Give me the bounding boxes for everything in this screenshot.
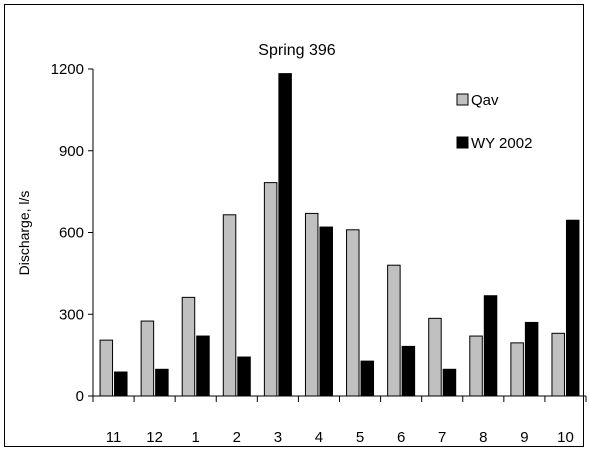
legend-label-1: Qav	[471, 92, 499, 109]
bar-wy-2002-8	[483, 295, 498, 397]
x-tick-label-2: 2	[233, 429, 241, 446]
bar-qav-2	[222, 214, 237, 397]
bar-wy-2002-11	[114, 371, 128, 397]
bar-wy-2002-7	[442, 368, 457, 397]
legend-label-2: WY 2002	[471, 135, 532, 152]
bar-qav-7	[428, 317, 442, 397]
y-tick-label-300: 300	[59, 306, 84, 323]
y-tick-label-600: 600	[59, 225, 84, 242]
x-tick-label-12: 12	[146, 429, 163, 446]
bar-wy-2002-10	[565, 219, 580, 397]
bar-wy-2002-3	[278, 73, 292, 397]
x-tick-label-4: 4	[315, 429, 323, 446]
x-tick-label-6: 6	[397, 429, 405, 446]
bars-group	[99, 73, 580, 397]
x-tick-label-5: 5	[356, 429, 364, 446]
bar-wy-2002-4	[319, 226, 333, 397]
y-tick-label-1200: 1200	[51, 61, 84, 78]
legend: Qav WY 2002	[456, 92, 532, 152]
bar-wy-2002-12	[155, 368, 169, 397]
bar-wy-2002-2	[237, 356, 251, 397]
x-tick-label-8: 8	[479, 429, 487, 446]
y-tick-label-900: 900	[59, 143, 84, 160]
bar-qav-5	[346, 229, 360, 397]
bar-qav-4	[304, 212, 319, 397]
bar-qav-3	[263, 182, 278, 397]
x-tick-label-9: 9	[520, 429, 528, 446]
x-tick-label-10: 10	[557, 429, 574, 446]
bar-qav-1	[181, 296, 196, 397]
y-tick-label-0: 0	[76, 388, 84, 405]
bar-qav-10	[551, 332, 565, 397]
bar-wy-2002-6	[401, 345, 416, 397]
x-tick-label-1: 1	[192, 429, 200, 446]
x-tick-label-11: 11	[106, 429, 122, 446]
legend-swatch-1	[456, 93, 469, 106]
bar-qav-8	[469, 335, 483, 397]
bar-wy-2002-1	[196, 335, 210, 397]
bar-wy-2002-9	[524, 321, 539, 397]
chart-title: Spring 396	[258, 42, 335, 59]
bar-qav-6	[387, 264, 401, 397]
bar-wy-2002-5	[360, 360, 375, 397]
legend-swatch-2	[456, 136, 469, 149]
bar-qav-11	[99, 339, 114, 397]
x-tick-label-7: 7	[438, 429, 446, 446]
x-tick-label-3: 3	[274, 429, 282, 446]
bar-qav-12	[140, 320, 155, 397]
y-axis-label: Discharge, l/s	[16, 191, 32, 276]
bar-qav-9	[510, 342, 524, 397]
